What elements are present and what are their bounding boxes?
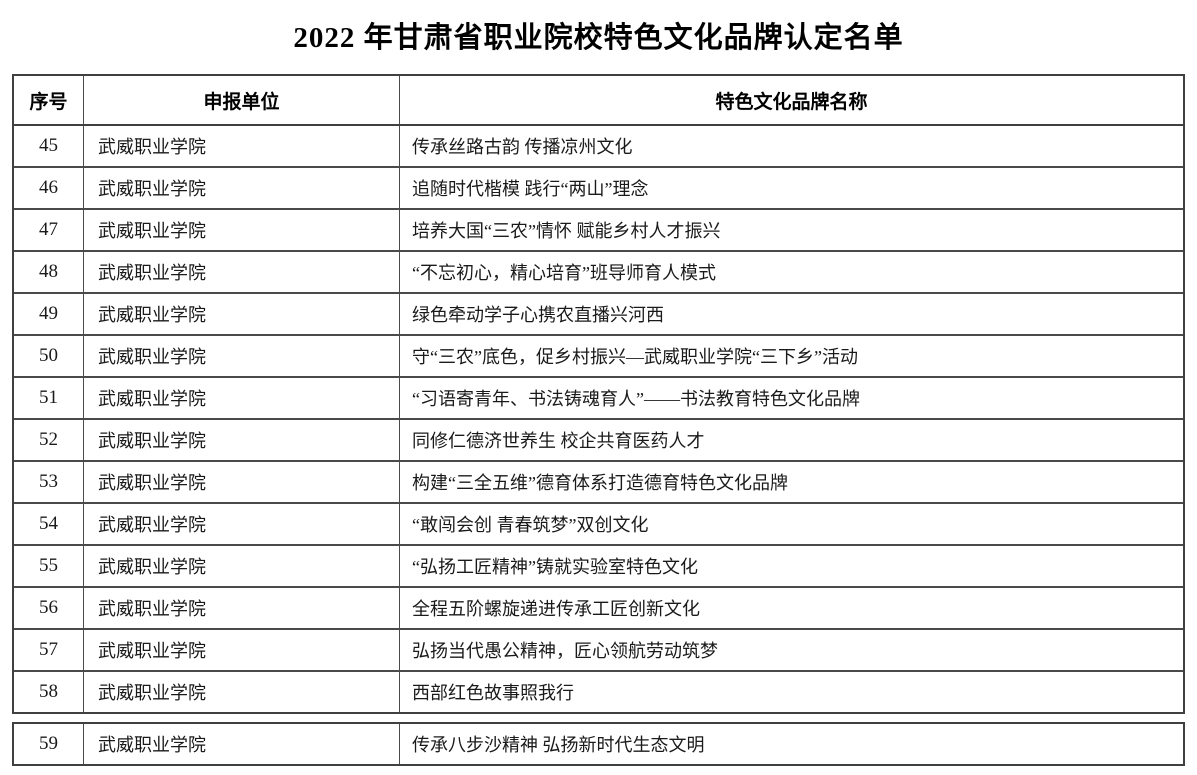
applicant-unit: 武威职业学院 bbox=[83, 294, 399, 334]
row-number: 55 bbox=[39, 555, 58, 576]
table-row: 58 武威职业学院 西部红色故事照我行 bbox=[14, 670, 1183, 712]
table-row: 47 武威职业学院 培养大国“三农”情怀 赋能乡村人才振兴 bbox=[14, 208, 1183, 250]
brand-name: 同修仁德济世养生 校企共育医药人才 bbox=[399, 420, 1183, 460]
brand-name: “习语寄青年、书法铸魂育人”——书法教育特色文化品牌 bbox=[399, 378, 1183, 418]
row-number: 56 bbox=[39, 597, 58, 618]
table-row: 49 武威职业学院 绿色牵动学子心携农直播兴河西 bbox=[14, 292, 1183, 334]
row-number: 51 bbox=[39, 387, 58, 408]
recognition-table: 序号 申报单位 特色文化品牌名称 45 武威职业学院 传承丝路古韵 传播凉州文化 46… bbox=[12, 74, 1185, 714]
row-number: 58 bbox=[39, 681, 58, 702]
table-row: 46 武威职业学院 追随时代楷模 践行“两山”理念 bbox=[14, 166, 1183, 208]
row-number: 49 bbox=[39, 303, 58, 324]
brand-name: “不忘初心，精心培育”班导师育人模式 bbox=[399, 252, 1183, 292]
row-number: 53 bbox=[39, 471, 58, 492]
table-row: 56 武威职业学院 全程五阶螺旋递进传承工匠创新文化 bbox=[14, 586, 1183, 628]
brand-name: 西部红色故事照我行 bbox=[399, 672, 1183, 712]
table-row: 52 武威职业学院 同修仁德济世养生 校企共育医药人才 bbox=[14, 418, 1183, 460]
row-number: 47 bbox=[39, 219, 58, 240]
applicant-unit: 武威职业学院 bbox=[83, 168, 399, 208]
table-row: 50 武威职业学院 守“三农”底色，促乡村振兴—武威职业学院“三下乡”活动 bbox=[14, 334, 1183, 376]
brand-name: 全程五阶螺旋递进传承工匠创新文化 bbox=[399, 588, 1183, 628]
header-cell-unit: 申报单位 bbox=[83, 76, 399, 124]
table-row: 57 武威职业学院 弘扬当代愚公精神，匠心领航劳动筑梦 bbox=[14, 628, 1183, 670]
table-header-row: 序号 申报单位 特色文化品牌名称 bbox=[14, 76, 1183, 124]
applicant-unit: 武威职业学院 bbox=[83, 546, 399, 586]
brand-name: 构建“三全五维”德育体系打造德育特色文化品牌 bbox=[399, 462, 1183, 502]
brand-name: 弘扬当代愚公精神，匠心领航劳动筑梦 bbox=[399, 630, 1183, 670]
table-row: 55 武威职业学院 “弘扬工匠精神”铸就实验室特色文化 bbox=[14, 544, 1183, 586]
applicant-unit: 武威职业学院 bbox=[83, 504, 399, 544]
brand-name: 追随时代楷模 践行“两山”理念 bbox=[399, 168, 1183, 208]
applicant-unit: 武威职业学院 bbox=[83, 630, 399, 670]
brand-name: 守“三农”底色，促乡村振兴—武威职业学院“三下乡”活动 bbox=[399, 336, 1183, 376]
brand-name: “敢闯会创 青春筑梦”双创文化 bbox=[399, 504, 1183, 544]
applicant-unit: 武威职业学院 bbox=[83, 724, 399, 764]
row-number: 54 bbox=[39, 513, 58, 534]
table-row: 48 武威职业学院 “不忘初心，精心培育”班导师育人模式 bbox=[14, 250, 1183, 292]
page-title: 2022 年甘肃省职业院校特色文化品牌认定名单 bbox=[293, 22, 904, 54]
row-number: 50 bbox=[39, 345, 58, 366]
applicant-unit: 武威职业学院 bbox=[83, 126, 399, 166]
applicant-unit: 武威职业学院 bbox=[83, 672, 399, 712]
header-cell-no: 序号 bbox=[29, 91, 68, 113]
table-row: 45 武威职业学院 传承丝路古韵 传播凉州文化 bbox=[14, 124, 1183, 166]
applicant-unit: 武威职业学院 bbox=[83, 210, 399, 250]
table-row: 59 武威职业学院 传承八步沙精神 弘扬新时代生态文明 bbox=[14, 724, 1183, 764]
header-cell-brand: 特色文化品牌名称 bbox=[399, 76, 1183, 124]
brand-name: 传承丝路古韵 传播凉州文化 bbox=[399, 126, 1183, 166]
brand-name: 培养大国“三农”情怀 赋能乡村人才振兴 bbox=[399, 210, 1183, 250]
row-number: 48 bbox=[39, 261, 58, 282]
row-number: 45 bbox=[39, 135, 58, 156]
table-row: 54 武威职业学院 “敢闯会创 青春筑梦”双创文化 bbox=[14, 502, 1183, 544]
table-row: 51 武威职业学院 “习语寄青年、书法铸魂育人”——书法教育特色文化品牌 bbox=[14, 376, 1183, 418]
row-number: 46 bbox=[39, 177, 58, 198]
applicant-unit: 武威职业学院 bbox=[83, 462, 399, 502]
recognition-table-continued: 59 武威职业学院 传承八步沙精神 弘扬新时代生态文明 bbox=[12, 722, 1185, 766]
applicant-unit: 武威职业学院 bbox=[83, 420, 399, 460]
applicant-unit: 武威职业学院 bbox=[83, 588, 399, 628]
applicant-unit: 武威职业学院 bbox=[83, 378, 399, 418]
applicant-unit: 武威职业学院 bbox=[83, 336, 399, 376]
row-number: 59 bbox=[39, 733, 58, 754]
brand-name: 传承八步沙精神 弘扬新时代生态文明 bbox=[399, 724, 1183, 764]
row-number: 57 bbox=[39, 639, 58, 660]
brand-name: 绿色牵动学子心携农直播兴河西 bbox=[399, 294, 1183, 334]
applicant-unit: 武威职业学院 bbox=[83, 252, 399, 292]
brand-name: “弘扬工匠精神”铸就实验室特色文化 bbox=[399, 546, 1183, 586]
table-row: 53 武威职业学院 构建“三全五维”德育体系打造德育特色文化品牌 bbox=[14, 460, 1183, 502]
row-number: 52 bbox=[39, 429, 58, 450]
